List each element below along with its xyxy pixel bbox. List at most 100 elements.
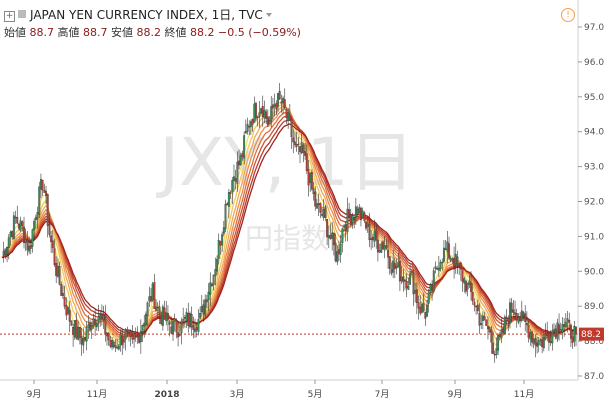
candle	[251, 118, 254, 132]
candle	[546, 321, 549, 342]
candle	[383, 236, 386, 259]
candle	[26, 230, 29, 256]
candle	[155, 299, 158, 312]
ema-line	[1, 111, 577, 338]
candle	[92, 313, 95, 329]
candle	[65, 297, 68, 321]
candle	[515, 308, 518, 328]
candle	[393, 257, 396, 279]
candle	[498, 331, 501, 341]
candle	[354, 198, 357, 226]
candle	[539, 338, 542, 347]
candle	[310, 169, 313, 191]
candle	[12, 211, 15, 240]
candle	[437, 256, 440, 277]
candle	[180, 317, 183, 345]
candle	[163, 300, 166, 320]
candle	[21, 220, 24, 231]
candle	[80, 327, 83, 356]
candle	[156, 301, 159, 319]
alert-icon[interactable]: !	[561, 8, 575, 22]
candle	[449, 255, 452, 263]
candle	[134, 327, 137, 342]
candle	[312, 182, 315, 201]
candle	[114, 339, 117, 352]
candle	[478, 303, 481, 334]
candle	[217, 233, 220, 265]
candle	[87, 315, 90, 339]
candle	[390, 262, 393, 276]
candle	[216, 255, 218, 275]
candle	[470, 271, 472, 301]
candle	[307, 160, 310, 197]
candle	[332, 232, 335, 256]
candle	[497, 334, 500, 356]
candle	[170, 316, 173, 335]
candle	[219, 240, 222, 255]
candle	[361, 207, 364, 219]
candle	[46, 193, 49, 238]
candle	[205, 294, 208, 308]
candle	[78, 326, 81, 345]
candle	[409, 264, 412, 285]
low-value: 88.2	[136, 26, 162, 39]
candle	[404, 278, 406, 291]
candle	[285, 107, 288, 125]
candle	[2, 241, 5, 263]
candle	[400, 265, 403, 284]
candle	[375, 225, 378, 249]
candle	[388, 256, 391, 275]
candle	[476, 299, 479, 315]
candle	[566, 311, 569, 333]
candle	[7, 234, 10, 260]
candle	[121, 328, 124, 355]
candle	[116, 338, 119, 350]
candle	[261, 95, 264, 128]
candle	[451, 257, 454, 264]
candle	[453, 246, 456, 279]
candle	[439, 259, 442, 272]
candle	[309, 172, 312, 192]
expand-icon[interactable]: +	[4, 11, 15, 22]
candle	[128, 330, 130, 342]
x-tick-label: 9月	[448, 389, 463, 400]
candle	[6, 246, 9, 263]
candle	[233, 164, 235, 192]
candle	[468, 274, 471, 288]
candle	[178, 325, 181, 337]
candle	[160, 311, 163, 326]
y-tick-label: 92.0	[584, 198, 604, 208]
candle	[370, 229, 373, 250]
candle	[547, 331, 550, 351]
candle	[317, 193, 320, 216]
candle	[554, 324, 557, 340]
candle	[224, 199, 227, 233]
candle	[136, 326, 139, 345]
candle	[436, 265, 439, 270]
candle	[68, 300, 71, 333]
candle	[248, 120, 251, 136]
candle	[483, 312, 486, 321]
candle	[102, 305, 105, 329]
change-value: −0.5 (−0.59%)	[218, 26, 301, 39]
candle	[412, 269, 415, 307]
candle	[341, 227, 344, 253]
candle	[31, 228, 34, 253]
candle	[549, 330, 552, 346]
price-axis: 87.0 88.0 89.0 90.0 91.0 92.0 93.0 94.0 95.0 96.0…	[578, 23, 604, 382]
ema-line	[1, 105, 577, 341]
candle	[143, 314, 146, 338]
candle	[305, 144, 308, 174]
candle	[138, 332, 141, 344]
candle	[485, 319, 488, 327]
candle	[458, 262, 461, 275]
close-value: 88.2	[190, 26, 215, 39]
candle	[4, 248, 7, 259]
chevron-down-icon[interactable]	[265, 13, 272, 17]
candle	[544, 323, 547, 341]
candle	[82, 327, 85, 354]
candle	[475, 305, 478, 315]
symbol-title[interactable]: JAPAN YEN CURRENCY INDEX, 1日, TVC	[30, 8, 263, 22]
candle	[348, 202, 351, 222]
